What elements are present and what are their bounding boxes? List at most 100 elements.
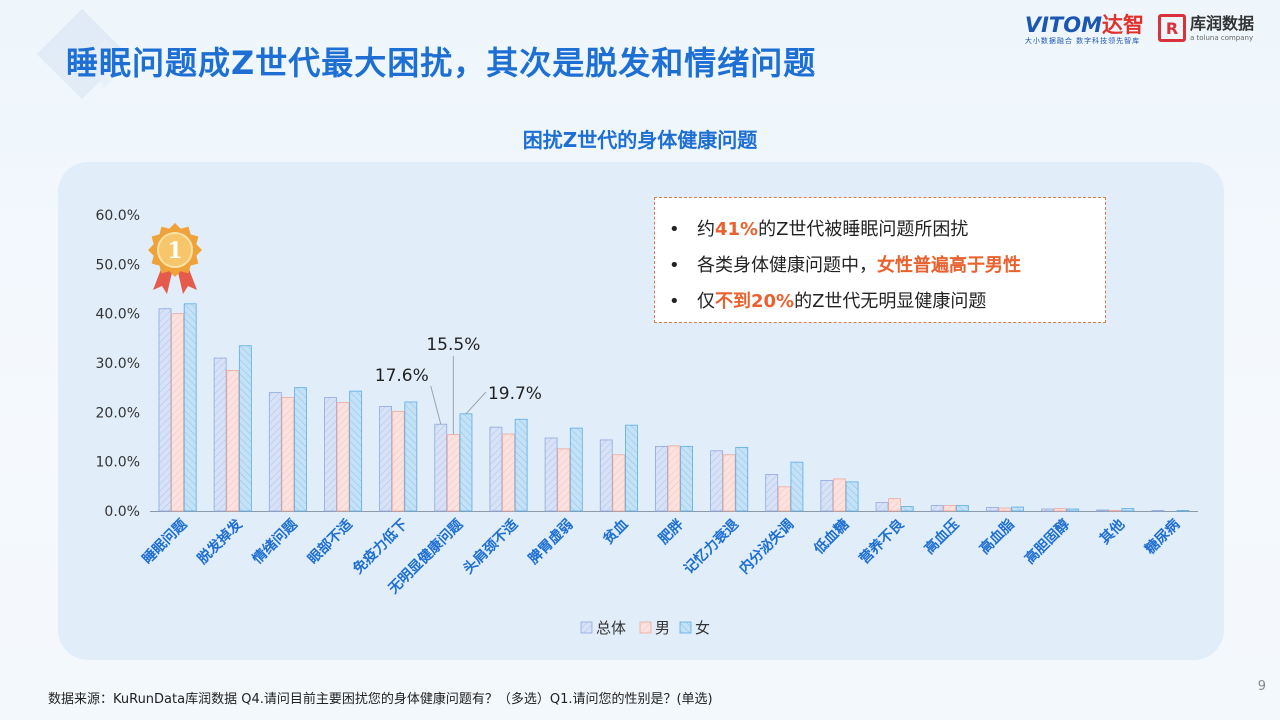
rank-medal-icon: 1: [148, 223, 202, 294]
bar: [404, 401, 418, 512]
bar: [502, 433, 515, 512]
y-tick-label: 0.0%: [104, 504, 140, 520]
data-label-leader: [465, 391, 487, 415]
data-source-note: 数据来源：KuRunData库润数据 Q4.请问目前主要困扰您的身体健康问题有？…: [48, 692, 713, 707]
legend-label: 女: [695, 619, 710, 637]
bar: [1066, 508, 1080, 512]
bar: [1121, 508, 1135, 512]
bar: [446, 434, 460, 512]
y-tick-label: 40.0%: [96, 307, 140, 323]
bar: [569, 427, 583, 512]
logo-group: VITOM达智 大小数据融合 数字科技领先智库 R 库润数据 a toluna …: [1025, 14, 1254, 50]
bar: [599, 439, 613, 512]
bar: [820, 480, 834, 512]
bar: [238, 345, 252, 512]
legend-swatch: [679, 621, 692, 634]
y-tick-label: 30.0%: [96, 356, 140, 372]
legend-label: 总体: [596, 619, 626, 637]
bar: [1096, 509, 1110, 512]
data-label: 19.7%: [488, 384, 542, 404]
bar: [875, 502, 889, 512]
vitom-logo-tagline: 大小数据融合 数字科技领先智库: [1024, 37, 1141, 45]
x-tick-label: 内分泌失调: [736, 516, 798, 578]
bar: [998, 507, 1012, 512]
bar: [777, 486, 791, 512]
bar: [557, 448, 571, 512]
bar: [722, 454, 736, 512]
x-tick-label: 贫血: [600, 516, 632, 548]
vitom-logo: VITOM达智 大小数据融合 数字科技领先智库: [1025, 14, 1144, 46]
bar: [226, 369, 240, 512]
bar: [667, 445, 681, 512]
bar: [888, 498, 902, 512]
bar: [1053, 508, 1067, 512]
callout-line-2: • 各类身体健康问题中，女性普遍高于男性: [669, 255, 1021, 276]
bar: [845, 481, 859, 512]
chart-title: 困扰Z世代的身体健康问题: [522, 128, 758, 152]
insight-callout: • 约41%的Z世代被睡眠问题所困扰 • 各类身体健康问题中，女性普遍高于男性 • 仅…: [654, 197, 1106, 323]
bar: [765, 474, 779, 512]
vitom-logo-text: VITOM达智: [1024, 13, 1144, 37]
x-tick-label: 肥胖: [655, 516, 687, 548]
bar: [158, 308, 172, 512]
x-tick-label: 记忆力衰退: [680, 516, 742, 578]
y-tick-label: 60.0%: [96, 208, 140, 224]
bar: [281, 397, 295, 512]
bar: [625, 424, 638, 512]
bar: [655, 445, 668, 512]
legend-swatch: [639, 621, 652, 634]
bar: [489, 426, 503, 512]
bar: [336, 402, 350, 512]
bar: [985, 507, 999, 512]
bar: [294, 387, 307, 512]
kurun-logo-mark-icon: R: [1157, 14, 1186, 42]
x-tick-label: 高血脂: [976, 516, 1018, 558]
x-tick-label: 低血糖: [810, 516, 852, 558]
y-tick-label: 20.0%: [96, 405, 140, 421]
x-tick-label: 头肩颈不适: [460, 516, 522, 578]
page-title: 睡眠问题成Z世代最大困扰，其次是脱发和情绪问题: [66, 44, 817, 82]
kurun-logo: R 库润数据 a toluna company: [1157, 14, 1254, 42]
bar: [324, 397, 337, 512]
x-tick-label: 高血压: [921, 516, 963, 558]
x-tick-label: 脱发掉发: [194, 515, 246, 567]
bar: [955, 505, 969, 512]
bar: [183, 303, 197, 512]
bar: [1011, 506, 1024, 512]
bar: [434, 423, 448, 512]
kurun-logo-tagline: a toluna company: [1189, 34, 1254, 42]
bar: [459, 413, 473, 512]
bar: [930, 505, 944, 512]
bar: [680, 445, 693, 512]
bar: [171, 313, 184, 512]
bar: [612, 454, 626, 512]
y-tick-label: 50.0%: [96, 257, 140, 273]
bar: [544, 437, 558, 512]
x-tick-label: 高胆固醇: [1021, 516, 1073, 568]
x-tick-label: 眼部不适: [304, 516, 356, 568]
bar: [1041, 508, 1054, 512]
bar: [900, 506, 914, 512]
bar: [943, 505, 957, 512]
x-tick-label: 脾胃虚弱: [525, 516, 577, 568]
bar: [735, 446, 749, 512]
bar: [833, 478, 846, 512]
y-tick-label: 10.0%: [96, 455, 140, 471]
data-label: 17.6%: [375, 366, 429, 386]
x-tick-label: 其他: [1096, 516, 1128, 548]
x-tick-label: 免疫力低下: [350, 516, 412, 578]
x-tick-label: 睡眠问题: [139, 515, 191, 567]
callout-line-3: • 仅不到20%的Z世代无明显健康问题: [669, 291, 987, 312]
data-label: 15.5%: [426, 335, 480, 355]
badge-number: 1: [167, 238, 182, 264]
legend-swatch: [580, 621, 593, 634]
bar: [379, 406, 393, 512]
x-tick-label: 糖尿病: [1142, 516, 1184, 558]
x-tick-label: 情绪问题: [249, 515, 301, 567]
bar: [349, 390, 363, 512]
bar: [710, 450, 723, 512]
bar: [790, 461, 804, 512]
bar: [268, 392, 282, 512]
callout-line-1: • 约41%的Z世代被睡眠问题所困扰: [669, 219, 969, 240]
